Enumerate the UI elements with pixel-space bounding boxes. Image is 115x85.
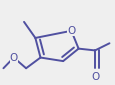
Text: O: O [10,53,18,63]
Text: O: O [67,26,75,36]
Text: O: O [90,72,98,82]
